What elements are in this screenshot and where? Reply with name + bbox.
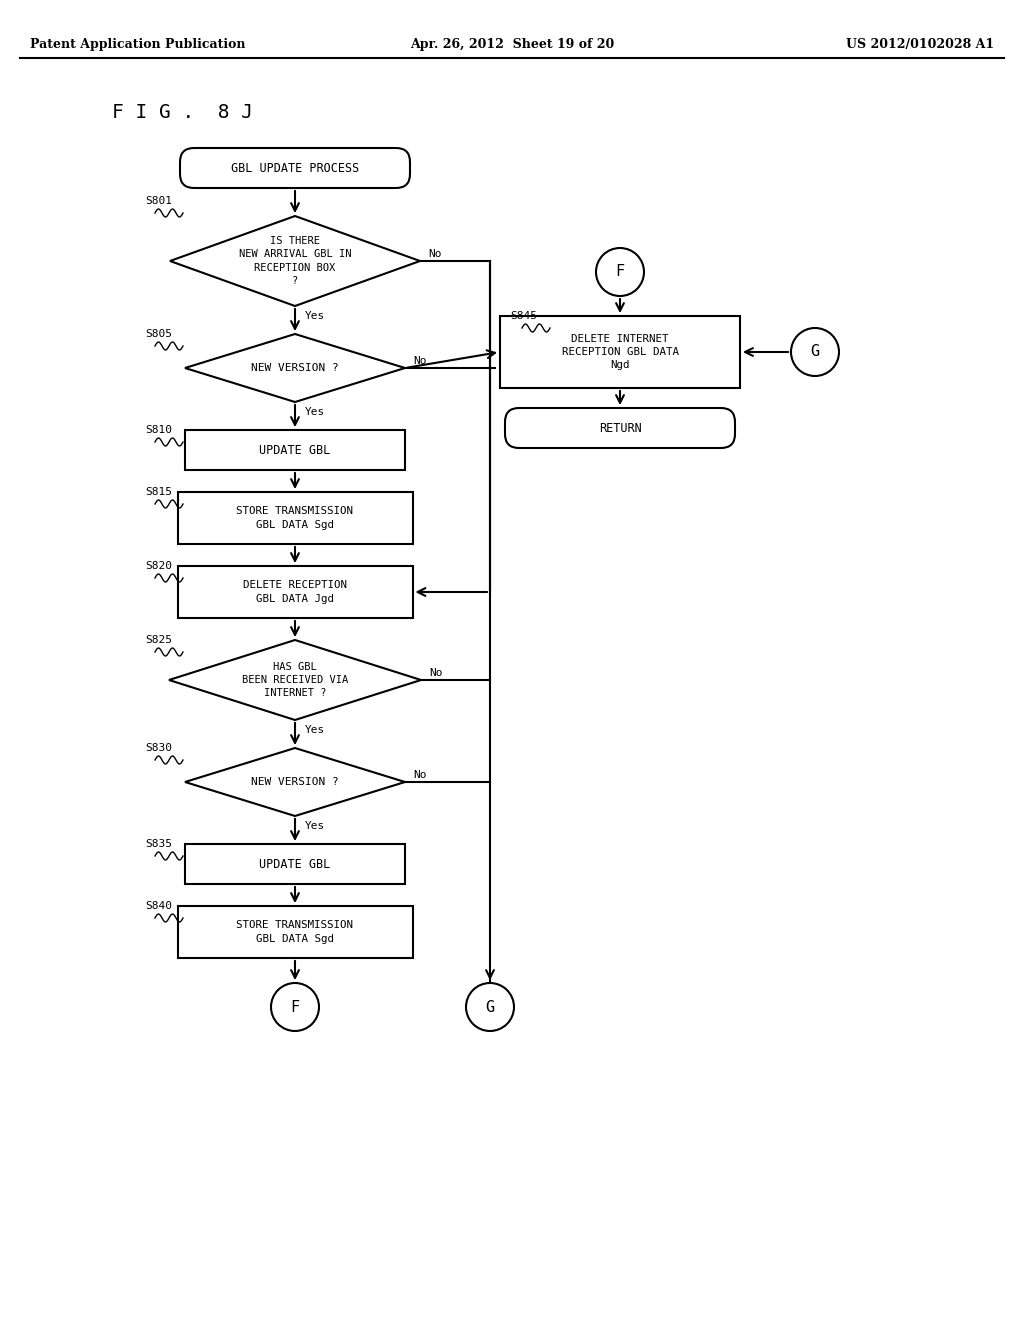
Text: RETURN: RETURN (599, 421, 641, 434)
Text: Yes: Yes (305, 725, 326, 735)
Text: Apr. 26, 2012  Sheet 19 of 20: Apr. 26, 2012 Sheet 19 of 20 (410, 38, 614, 51)
Bar (185, 430, 406, 470)
Text: S805: S805 (145, 329, 172, 339)
Bar (500, 315, 740, 388)
Text: STORE TRANSMISSION
GBL DATA Sgd: STORE TRANSMISSION GBL DATA Sgd (237, 507, 353, 529)
FancyBboxPatch shape (505, 408, 735, 447)
Text: Yes: Yes (305, 407, 326, 417)
Text: DELETE INTERNET
RECEPTION GBL DATA
Ngd: DELETE INTERNET RECEPTION GBL DATA Ngd (561, 334, 679, 370)
Text: S810: S810 (145, 425, 172, 436)
Circle shape (271, 983, 319, 1031)
Text: No: No (428, 249, 441, 259)
FancyBboxPatch shape (180, 148, 410, 187)
Text: G: G (810, 345, 819, 359)
Polygon shape (170, 216, 420, 306)
Text: S801: S801 (145, 195, 172, 206)
Polygon shape (185, 334, 406, 403)
Bar (177, 566, 413, 618)
Polygon shape (169, 640, 421, 719)
Text: G: G (485, 999, 495, 1015)
Text: Patent Application Publication: Patent Application Publication (30, 38, 246, 51)
Text: No: No (429, 668, 442, 678)
Text: S830: S830 (145, 743, 172, 752)
Text: IS THERE
NEW ARRIVAL GBL IN
RECEPTION BOX
?: IS THERE NEW ARRIVAL GBL IN RECEPTION BO… (239, 236, 351, 286)
Text: S835: S835 (145, 840, 172, 849)
Text: UPDATE GBL: UPDATE GBL (259, 444, 331, 457)
Circle shape (596, 248, 644, 296)
Bar (177, 906, 413, 958)
Text: F: F (291, 999, 300, 1015)
Circle shape (791, 327, 839, 376)
Text: F: F (615, 264, 625, 280)
Bar (185, 843, 406, 884)
Text: STORE TRANSMISSION
GBL DATA Sgd: STORE TRANSMISSION GBL DATA Sgd (237, 920, 353, 944)
Text: S840: S840 (145, 902, 172, 911)
Text: No: No (413, 356, 427, 366)
Circle shape (466, 983, 514, 1031)
Text: GBL UPDATE PROCESS: GBL UPDATE PROCESS (230, 161, 359, 174)
Text: S815: S815 (145, 487, 172, 498)
Text: Yes: Yes (305, 312, 326, 321)
Text: HAS GBL
BEEN RECEIVED VIA
INTERNET ?: HAS GBL BEEN RECEIVED VIA INTERNET ? (242, 661, 348, 698)
Text: No: No (413, 770, 427, 780)
Text: S825: S825 (145, 635, 172, 645)
Text: Yes: Yes (305, 821, 326, 832)
Text: UPDATE GBL: UPDATE GBL (259, 858, 331, 870)
Text: NEW VERSION ?: NEW VERSION ? (251, 777, 339, 787)
Polygon shape (185, 748, 406, 816)
Text: S845: S845 (510, 312, 537, 321)
Text: S820: S820 (145, 561, 172, 572)
Text: US 2012/0102028 A1: US 2012/0102028 A1 (846, 38, 994, 51)
Text: F I G .  8 J: F I G . 8 J (112, 103, 253, 121)
Text: DELETE RECEPTION
GBL DATA Jgd: DELETE RECEPTION GBL DATA Jgd (243, 581, 347, 603)
Text: NEW VERSION ?: NEW VERSION ? (251, 363, 339, 374)
Bar (177, 492, 413, 544)
